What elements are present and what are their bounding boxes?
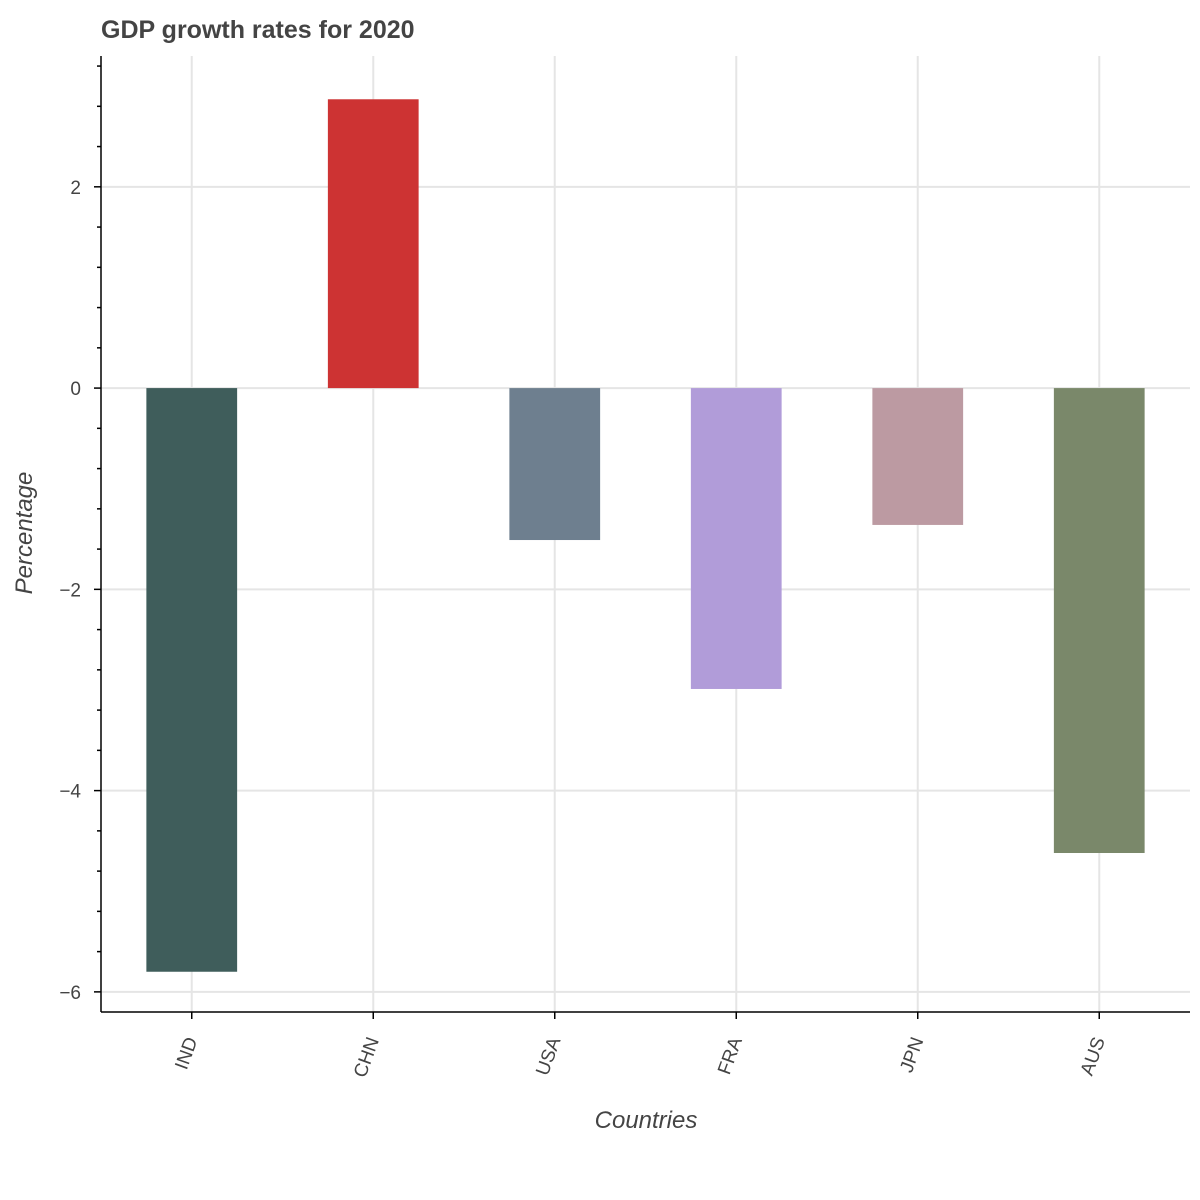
axes: [100, 56, 1190, 1013]
bar-chn: [327, 99, 419, 389]
chart-title: GDP growth rates for 2020: [101, 16, 415, 44]
bars: [146, 99, 1145, 972]
y-tick-label: 2: [70, 178, 81, 199]
x-axis-title: Countries: [595, 1107, 698, 1134]
x-tick-label: CHN: [350, 1035, 384, 1081]
bar-aus: [1053, 388, 1145, 854]
y-tick-label: −6: [59, 983, 81, 1004]
x-axis-ticks: IND CHN USA FRA JPN AUS: [172, 1012, 1110, 1080]
y-axis-title: Percentage: [11, 472, 38, 595]
x-tick-label: USA: [532, 1034, 565, 1078]
x-tick-label: JPN: [896, 1035, 928, 1076]
bar-fra: [690, 388, 782, 689]
grid-lines: [101, 56, 1190, 1012]
bar-usa: [509, 388, 601, 541]
bar-ind: [146, 388, 238, 972]
y-axis-ticks: −6 −4 −2 0 2: [59, 65, 101, 1004]
y-tick-label: −2: [59, 580, 81, 601]
x-tick-label: FRA: [714, 1034, 747, 1077]
x-tick-label: IND: [172, 1035, 203, 1073]
x-tick-label: AUS: [1077, 1035, 1110, 1079]
y-tick-label: −4: [59, 782, 81, 803]
y-tick-label: 0: [70, 379, 81, 400]
bar-jpn: [872, 388, 964, 525]
